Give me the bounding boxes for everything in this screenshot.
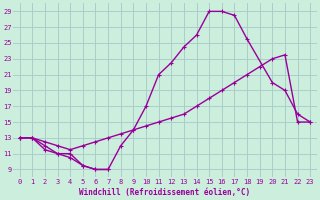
- X-axis label: Windchill (Refroidissement éolien,°C): Windchill (Refroidissement éolien,°C): [79, 188, 251, 197]
